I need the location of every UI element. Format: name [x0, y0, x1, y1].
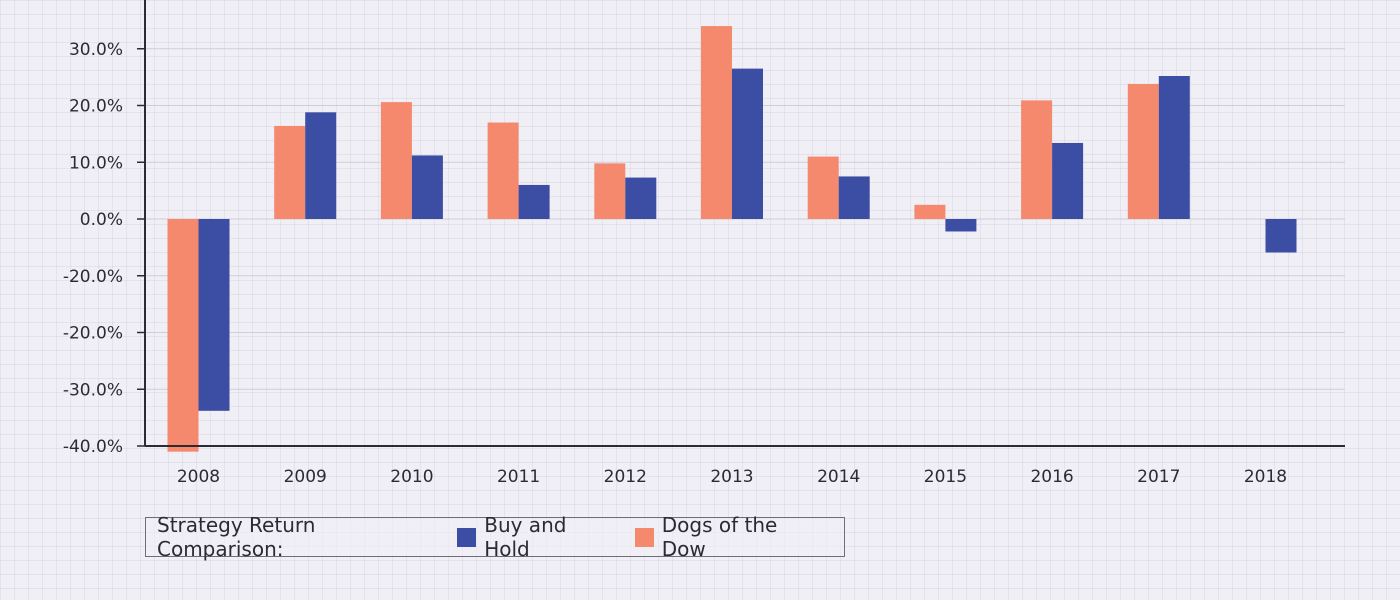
- y-tick-label: -20.0%: [63, 267, 123, 287]
- bar-dogs-of-the-dow-2011: [487, 122, 519, 219]
- bar-buy-and-hold-2018: [1265, 219, 1297, 253]
- bar-dogs-of-the-dow-2009: [274, 125, 306, 219]
- bar-buy-and-hold-2011: [518, 184, 550, 219]
- y-tick-label: 30.0%: [69, 40, 123, 60]
- bar-buy-and-hold-2013: [732, 68, 763, 219]
- y-tick-label: 0.0%: [80, 210, 123, 230]
- bar-buy-and-hold-2016: [1052, 142, 1084, 219]
- legend-swatch-buy-and-hold: [457, 527, 477, 547]
- y-tick-label: -30.0%: [63, 380, 123, 400]
- bar-buy-and-hold-2014: [838, 176, 870, 219]
- bar-buy-and-hold-2010: [411, 155, 443, 219]
- y-tick-label: 40.0%: [69, 0, 123, 3]
- y-tick-label: 10.0%: [69, 153, 123, 173]
- bar-buy-and-hold-2008: [198, 219, 230, 411]
- bar-buy-and-hold-2009: [305, 112, 337, 219]
- bar-dogs-of-the-dow-2008: [167, 219, 199, 452]
- x-tick-label: 2008: [177, 467, 220, 487]
- bar-dogs-of-the-dow-2016: [1021, 100, 1053, 219]
- x-tick-label: 2011: [497, 467, 540, 487]
- legend: Strategy Return Comparison: Buy and Hold…: [145, 513, 845, 561]
- x-tick-label: 2010: [390, 467, 433, 487]
- bars: [167, 26, 1297, 452]
- bar-buy-and-hold-2012: [625, 177, 657, 219]
- bar-dogs-of-the-dow-2010: [380, 102, 412, 219]
- x-tick-label: 2017: [1137, 467, 1180, 487]
- y-tick-label: -20.0%: [63, 324, 123, 344]
- bar-dogs-of-the-dow-2014: [807, 156, 839, 219]
- gridlines: [145, 48, 1345, 447]
- bar-dogs-of-the-dow-2017: [1127, 83, 1159, 219]
- bar-dogs-of-the-dow-2013: [701, 26, 732, 219]
- legend-swatch-dogs-of-the-dow: [634, 527, 654, 547]
- bar-dogs-of-the-dow-2015: [914, 204, 946, 219]
- x-tick-label: 2009: [284, 467, 327, 487]
- x-tick-label: 2016: [1030, 467, 1073, 487]
- bar-buy-and-hold-2015: [945, 219, 977, 232]
- x-tick-label: 2014: [817, 467, 860, 487]
- legend-title: Strategy Return Comparison:: [157, 513, 316, 561]
- y-tick-label: -40.0%: [63, 437, 123, 457]
- bar-dogs-of-the-dow-2012: [594, 163, 626, 219]
- axes: [137, 0, 1345, 447]
- legend-entry-buy-and-hold: Buy and Hold: [457, 513, 617, 561]
- legend-label-buy-and-hold: Buy and Hold: [484, 513, 567, 561]
- tick-labels: -40.0% -30.0% -20.0% -20.0% 0.0% 10.0% 20.0% 30…: [63, 0, 1287, 487]
- x-tick-label: 2013: [710, 467, 753, 487]
- legend-label-dogs-of-the-dow: Dogs of the Dow: [661, 513, 778, 561]
- x-tick-label: 2018: [1244, 467, 1287, 487]
- y-tick-label: 20.0%: [69, 97, 123, 117]
- x-tick-label: 2012: [604, 467, 647, 487]
- x-tick-label: 2015: [924, 467, 967, 487]
- legend-entry-dogs-of-the-dow: Dogs of the Dow: [634, 513, 826, 561]
- bar-buy-and-hold-2017: [1158, 75, 1190, 220]
